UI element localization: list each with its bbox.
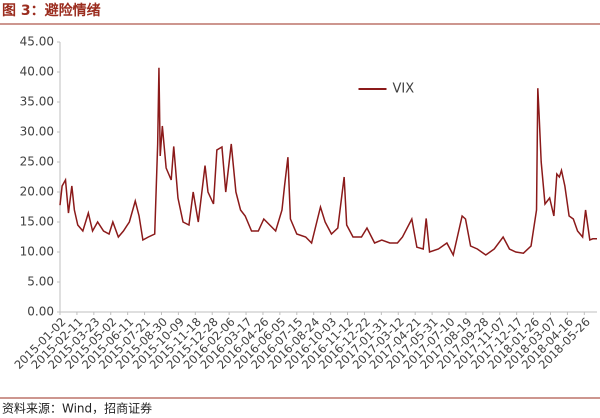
y-tick-label: 5.00 <box>27 275 54 289</box>
y-tick-label: 0.00 <box>27 305 54 319</box>
chart-title: 图 3：避险情绪 <box>2 2 101 19</box>
y-tick-label: 25.00 <box>20 155 54 169</box>
y-tick-label: 35.00 <box>20 95 54 109</box>
data-line <box>59 67 597 258</box>
y-tick-label: 10.00 <box>20 245 54 259</box>
y-tick-label: 40.00 <box>20 65 54 79</box>
y-tick-label: 15.00 <box>20 215 54 229</box>
source-note: 资料来源：Wind，招商证券 <box>2 401 152 416</box>
legend-label: VIX <box>393 82 415 97</box>
y-tick-label: 20.00 <box>20 185 54 199</box>
y-tick-label: 45.00 <box>20 35 54 49</box>
y-tick-label: 30.00 <box>20 125 54 139</box>
